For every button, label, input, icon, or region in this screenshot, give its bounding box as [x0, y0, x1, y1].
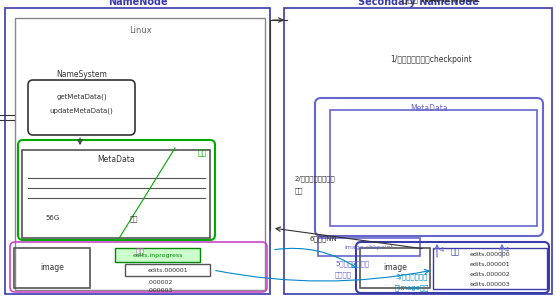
Text: 据库列作: 据库列作 — [335, 271, 352, 278]
Bar — [284, 8, 552, 294]
Text: edits.000002: edits.000002 — [470, 272, 510, 277]
Bar — [360, 248, 430, 288]
Text: .000002: .000002 — [147, 280, 173, 285]
Bar — [125, 264, 210, 276]
Text: image: image — [383, 264, 407, 272]
Text: edits.inprogress: edits.inprogress — [132, 252, 183, 258]
Text: image: image — [40, 264, 64, 272]
Text: edits.000001: edits.000001 — [470, 262, 510, 267]
Bar — [318, 238, 420, 256]
Text: MetaData: MetaData — [97, 155, 135, 164]
Text: 5合并之后的元数: 5合并之后的元数 — [335, 260, 369, 267]
Bar — [14, 248, 90, 288]
Text: 文件: 文件 — [295, 187, 304, 194]
Text: 6上传络NN: 6上传络NN — [310, 235, 337, 242]
Text: 1/通知，准备执行checkpoint: 1/通知，准备执行checkpoint — [390, 55, 471, 64]
Bar — [433, 248, 547, 289]
Text: Linux: Linux — [128, 26, 151, 35]
Text: image.chkpoint: image.chkpoint — [345, 245, 394, 249]
Text: NameNode: NameNode — [108, 0, 167, 7]
Text: 内存: 内存 — [198, 148, 207, 157]
Text: 4: 4 — [440, 248, 444, 253]
Bar — [330, 110, 537, 226]
Text: updateMetaData(): updateMetaData() — [49, 108, 113, 114]
Text: getMetaData(): getMetaData() — [56, 94, 107, 101]
Text: 磁盘: 磁盘 — [450, 247, 460, 256]
Text: 磁盘: 磁盘 — [135, 247, 145, 256]
Text: 并不是 NAMENODE: 并不是 NAMENODE — [402, 0, 480, 3]
Text: edits.000001: edits.000001 — [147, 268, 188, 272]
Text: 对象: 对象 — [130, 215, 138, 222]
Text: edits.000003: edits.000003 — [470, 282, 510, 287]
Bar — [5, 8, 270, 294]
Text: Secondary NameNode: Secondary NameNode — [358, 0, 478, 7]
Text: .000003: .000003 — [147, 288, 173, 293]
Bar — [115, 248, 200, 262]
Text: MetaData: MetaData — [410, 104, 448, 113]
Text: 和image文件: 和image文件 — [395, 284, 429, 291]
Text: 4: 4 — [505, 248, 509, 253]
Text: 56G: 56G — [45, 215, 59, 221]
Text: NameSystem: NameSystem — [56, 70, 107, 79]
Bar — [22, 150, 210, 238]
Bar — [15, 18, 265, 290]
Text: edits.000000: edits.000000 — [470, 252, 510, 257]
Text: 3/下载日志文件: 3/下载日志文件 — [395, 273, 428, 280]
Text: 2/起素切换一下日志: 2/起素切换一下日志 — [295, 175, 336, 182]
